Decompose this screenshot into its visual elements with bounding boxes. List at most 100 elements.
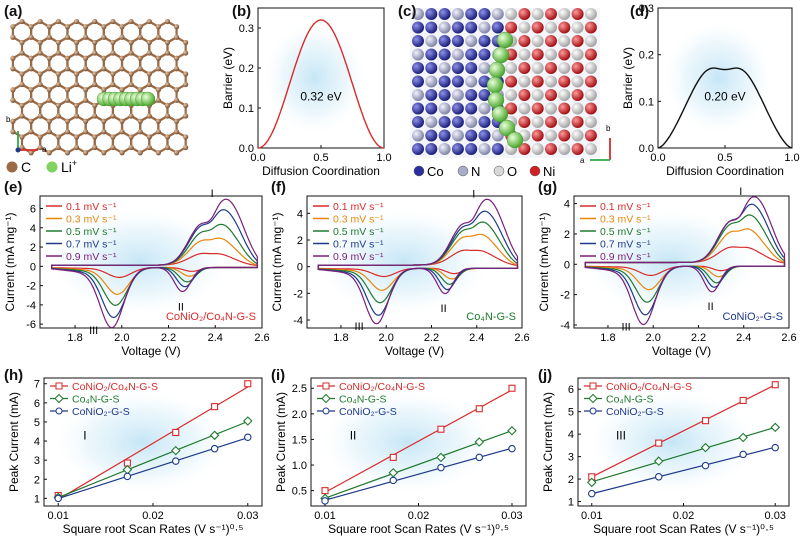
carbon-atom (10, 129, 16, 135)
y-tick-label: -2 (560, 290, 570, 302)
carbon-atom (10, 118, 16, 124)
chart-g: 1.8 2.0 2.2 2.4 2.6 -4 -2 0 2 4 Voltage (V) Current… (537, 186, 797, 358)
data-point-square (172, 428, 180, 436)
crystal-atom (584, 35, 597, 47)
crystal-atom (584, 102, 597, 115)
crystal-atom (505, 8, 518, 20)
cv-curve (51, 198, 258, 329)
data-point-circle (171, 457, 180, 465)
crystal-atom (571, 129, 584, 142)
carbon-atom (28, 129, 34, 135)
crystal-atom (545, 116, 557, 128)
crystal-atom (425, 48, 438, 61)
y-tick-label: 4 (297, 208, 303, 220)
crystal-atom (518, 35, 531, 47)
carbon-atom (64, 24, 71, 30)
crystal-atom (438, 75, 451, 88)
crystal-atom (505, 89, 518, 101)
legend-swatch-ni (529, 165, 541, 177)
carbon-atom (155, 87, 161, 93)
carbon-atom (19, 113, 25, 119)
x-tick-label: 0.01 (314, 510, 335, 522)
x-tick-label: 2.6 (781, 332, 796, 344)
crystal-atom (545, 48, 557, 61)
cv-curve (584, 196, 786, 326)
plot-frame (573, 195, 790, 329)
axis-a-label: a (42, 145, 47, 154)
carbon-atom (10, 55, 16, 61)
data-point-diamond (243, 416, 253, 426)
carbon-atom (92, 134, 98, 140)
data-point-square (475, 405, 483, 413)
x-tick-label: 2.2 (161, 332, 176, 344)
crystal-atom (571, 89, 584, 101)
x-tick-label: 0.5 (717, 152, 732, 164)
crystal-atom (558, 21, 571, 34)
data-point-circle (654, 473, 663, 481)
panel-label-i: (i) (271, 367, 285, 384)
carbon-atom (110, 144, 116, 151)
peak-label-ii: II (178, 301, 184, 313)
crystal-atom (531, 116, 544, 128)
x-tick-label: 1.0 (376, 152, 391, 164)
data-point-circle (771, 443, 779, 452)
carbon-atom (128, 39, 134, 46)
carbon-atom (10, 87, 16, 93)
crystal-atom (545, 8, 557, 20)
carbon-atom (164, 144, 171, 151)
carbon-atom (92, 113, 98, 119)
crystal-atom (531, 8, 544, 20)
x-tick-label: 0.02 (408, 510, 429, 522)
crystal-atom (558, 89, 571, 101)
legend-label: CoNiO₂-G-S (339, 406, 397, 418)
legend-swatch-li (46, 161, 58, 173)
y-axis-label: Current (mA mg⁻¹) (270, 212, 284, 311)
carbon-atom (146, 18, 152, 25)
carbon-atom (46, 66, 52, 72)
carbon-atom (83, 87, 89, 93)
crystal-atom (412, 143, 424, 155)
legend-label: 0.3 mV s⁻¹ (600, 214, 651, 226)
peak-label-ii: II (441, 303, 447, 315)
carbon-atom (128, 50, 134, 56)
data-point-diamond (770, 422, 781, 433)
crystal-atom (584, 62, 597, 74)
peak-label: II (350, 428, 357, 442)
hexagon-ring (148, 130, 169, 155)
carbon-atom (146, 39, 152, 46)
y-tick-label: 0 (30, 261, 36, 273)
carbon-atom (119, 118, 125, 124)
carbon-atom (173, 97, 180, 103)
crystal-atom (558, 8, 571, 20)
barrier-curve (257, 19, 385, 149)
carbon-atom (183, 102, 189, 109)
legend-label: 0.3 mV s⁻¹ (66, 214, 117, 226)
crystal-atom (491, 21, 504, 34)
crystal-atom (584, 116, 597, 128)
panel-c: b a Co N O Ni (410, 8, 611, 179)
crystal-atom (438, 62, 451, 74)
crystal-atom (412, 102, 424, 115)
legend-marker (589, 382, 597, 390)
y-tick-label: 0.3 (639, 3, 654, 15)
carbon-atom (146, 50, 152, 56)
barrier-curve (657, 67, 793, 149)
x-axis-label: Diffusion Coordination (262, 164, 380, 178)
crystal-atom (412, 75, 424, 88)
panel-label-c: (c) (398, 3, 416, 20)
legend-label: 0.5 mV s⁻¹ (600, 226, 651, 238)
y-tick-label: 7 (34, 379, 40, 391)
x-tick-label: 0.0 (250, 152, 265, 164)
carbon-atom (28, 24, 34, 30)
crystal-atom (558, 116, 571, 128)
crystal-atom (571, 143, 584, 155)
x-axis-label: Voltage (V) (652, 344, 711, 358)
legend-label-o: O (507, 164, 517, 179)
carbon-atom (101, 55, 107, 61)
crystal-atom (545, 129, 557, 142)
crystal-atom (412, 48, 424, 61)
carbon-atom (46, 150, 52, 156)
y-tick-label: -4 (560, 320, 570, 332)
